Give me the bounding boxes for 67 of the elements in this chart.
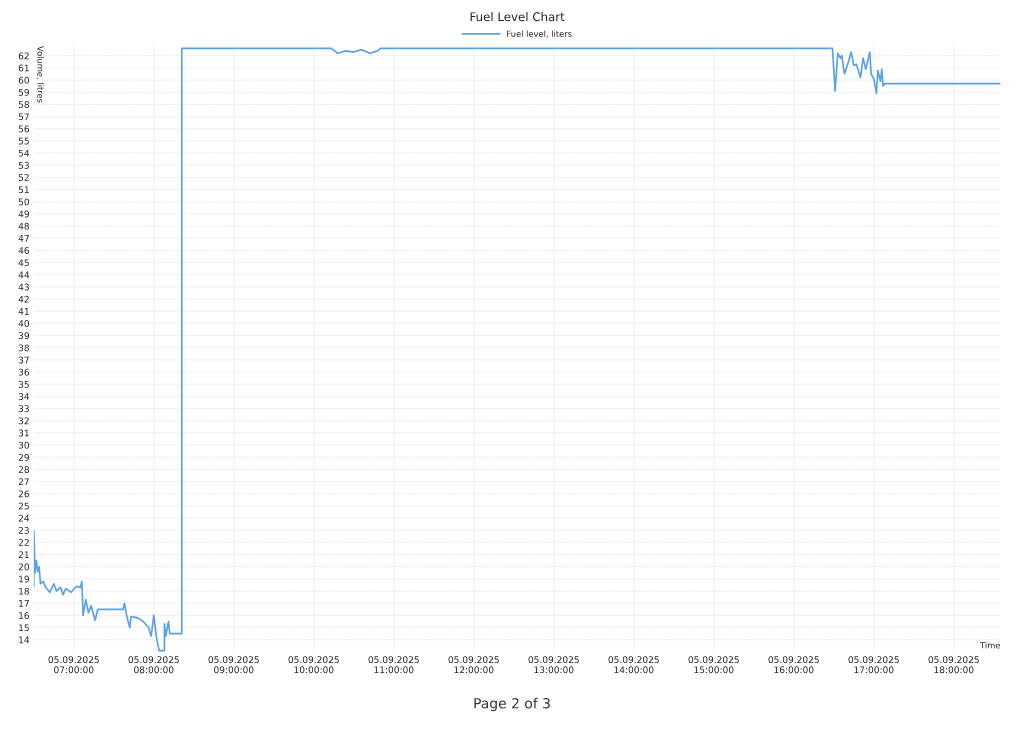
y-tick-label: 24: [18, 514, 30, 522]
x-tick-label: 05.09.2025 08:00:00: [128, 656, 179, 674]
y-tick-label: 31: [18, 429, 29, 437]
x-tick-label: 05.09.2025 18:00:00: [928, 656, 979, 674]
y-tick-label: 22: [18, 539, 29, 546]
y-tick-label: 41: [18, 308, 29, 315]
text: Page 2 of 3: [474, 697, 550, 712]
y-tick-label: 49: [18, 210, 29, 218]
y-tick-label: 38: [18, 344, 30, 352]
chart-title: Fuel Level Chart: [470, 12, 565, 22]
y-tick-label: 39: [18, 332, 29, 340]
y-tick-label: 55: [18, 137, 29, 145]
y-tick-label: 46: [18, 247, 30, 254]
y-tick-label: 44: [18, 271, 30, 279]
y-tick-label: 33: [18, 405, 29, 413]
y-tick-label: 36: [18, 368, 30, 376]
y-tick-label: 29: [18, 453, 29, 461]
y-tick-label: 50: [18, 198, 30, 206]
y-tick-label: 18: [19, 587, 30, 595]
line-series: [33, 47, 1001, 652]
y-tick-label: 59: [18, 88, 29, 96]
y-tick-label: 62: [18, 52, 29, 60]
y-tick-label: 52: [18, 174, 29, 181]
x-tick-label: 05.09.2025 17:00:00: [848, 656, 899, 674]
y-tick-label: 37: [18, 356, 29, 364]
y-tick-label: 26: [18, 490, 30, 498]
y-tick-label: 45: [18, 259, 29, 267]
y-tick-label: 25: [18, 502, 29, 510]
y-tick-label: 32: [18, 417, 29, 425]
x-tick-label: 05.09.2025 09:00:00: [208, 656, 259, 674]
y-tick-label: 20: [18, 563, 30, 571]
y-tick-label: 16: [19, 612, 30, 619]
y-tick-label: 27: [18, 478, 29, 485]
x-tick-label: 05.09.2025 11:00:00: [368, 656, 419, 674]
y-tick-label: 40: [18, 320, 30, 327]
y-tick-label: 54: [18, 149, 30, 157]
y-tick-label: 21: [18, 551, 29, 558]
y-tick-label: 35: [18, 380, 29, 388]
y-tick-label: 56: [18, 125, 30, 133]
x-axis-title: Time: [980, 642, 1001, 649]
x-tick-label: 05.09.2025 16:00:00: [768, 656, 819, 674]
y-tick-label: 34: [18, 393, 30, 400]
y-tick-label: 42: [18, 295, 29, 303]
y-tick-label: 19: [19, 575, 29, 583]
y-tick-label: 15: [19, 624, 29, 632]
x-tick-label: 05.09.2025 13:00:00: [528, 656, 579, 674]
y-tick-label: 58: [18, 101, 30, 108]
y-tick-label: 30: [18, 441, 30, 449]
y-tick-label: 43: [18, 283, 29, 291]
y-tick-label: 53: [18, 161, 29, 169]
y-tick-label: 17: [19, 600, 29, 607]
y-tick-label: 60: [18, 76, 30, 84]
y-tick-label: 51: [18, 186, 29, 194]
y-tick-label: 48: [18, 222, 30, 230]
x-tick-label: 05.09.2025 14:00:00: [608, 656, 659, 674]
x-tick-label: 05.09.2025 15:00:00: [688, 656, 739, 674]
y-tick-label: 14: [19, 636, 30, 644]
x-tick-label: 05.09.2025 07:00:00: [48, 656, 99, 674]
y-tick-label: 28: [18, 466, 30, 473]
x-tick-label: 05.09.2025 12:00:00: [448, 656, 499, 674]
legend-label: Fuel level, liters: [507, 30, 572, 38]
y-axis-title: Volume, litres: [36, 46, 44, 103]
y-tick-label: 57: [18, 113, 29, 121]
y-tick-label: 23: [18, 526, 29, 534]
x-tick-label: 05.09.2025 10:00:00: [288, 656, 339, 674]
y-tick-label: 47: [18, 235, 29, 242]
y-tick-label: 61: [18, 64, 29, 72]
